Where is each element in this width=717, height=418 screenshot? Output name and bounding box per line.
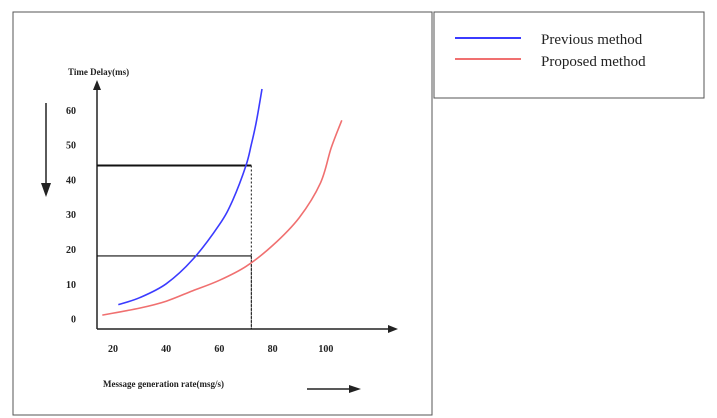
x-axis-title: Message generation rate(msg/s) (103, 379, 224, 389)
right-arrow-icon (307, 385, 361, 393)
y-tick-label: 60 (66, 106, 76, 117)
legend: Previous method Proposed method (455, 32, 646, 70)
y-tick-label: 20 (66, 245, 76, 256)
down-arrow-icon (41, 103, 51, 197)
x-tick-label: 40 (161, 344, 171, 355)
series-line-proposed-method (102, 120, 343, 316)
y-tick-label: 50 (66, 141, 76, 152)
y-tick-label: 30 (66, 210, 76, 221)
y-axis-arrow-icon (93, 80, 101, 90)
chart-frame (12, 11, 433, 416)
legend-label-proposed: Proposed method (541, 54, 646, 70)
x-tick-label: 80 (268, 344, 278, 355)
y-axis-title: Time Delay(ms) (68, 67, 129, 77)
x-tick-label: 20 (108, 344, 118, 355)
legend-frame (433, 11, 705, 99)
y-tick-label: 10 (66, 280, 76, 291)
y-tick-label: 40 (66, 175, 76, 186)
series-line-previous-method (118, 88, 263, 306)
x-tick-label: 60 (214, 344, 224, 355)
legend-label-previous: Previous method (541, 32, 643, 48)
y-tick-label: 0 (71, 315, 76, 326)
x-axis-arrow-icon (388, 325, 398, 333)
x-tick-label: 100 (318, 344, 333, 355)
